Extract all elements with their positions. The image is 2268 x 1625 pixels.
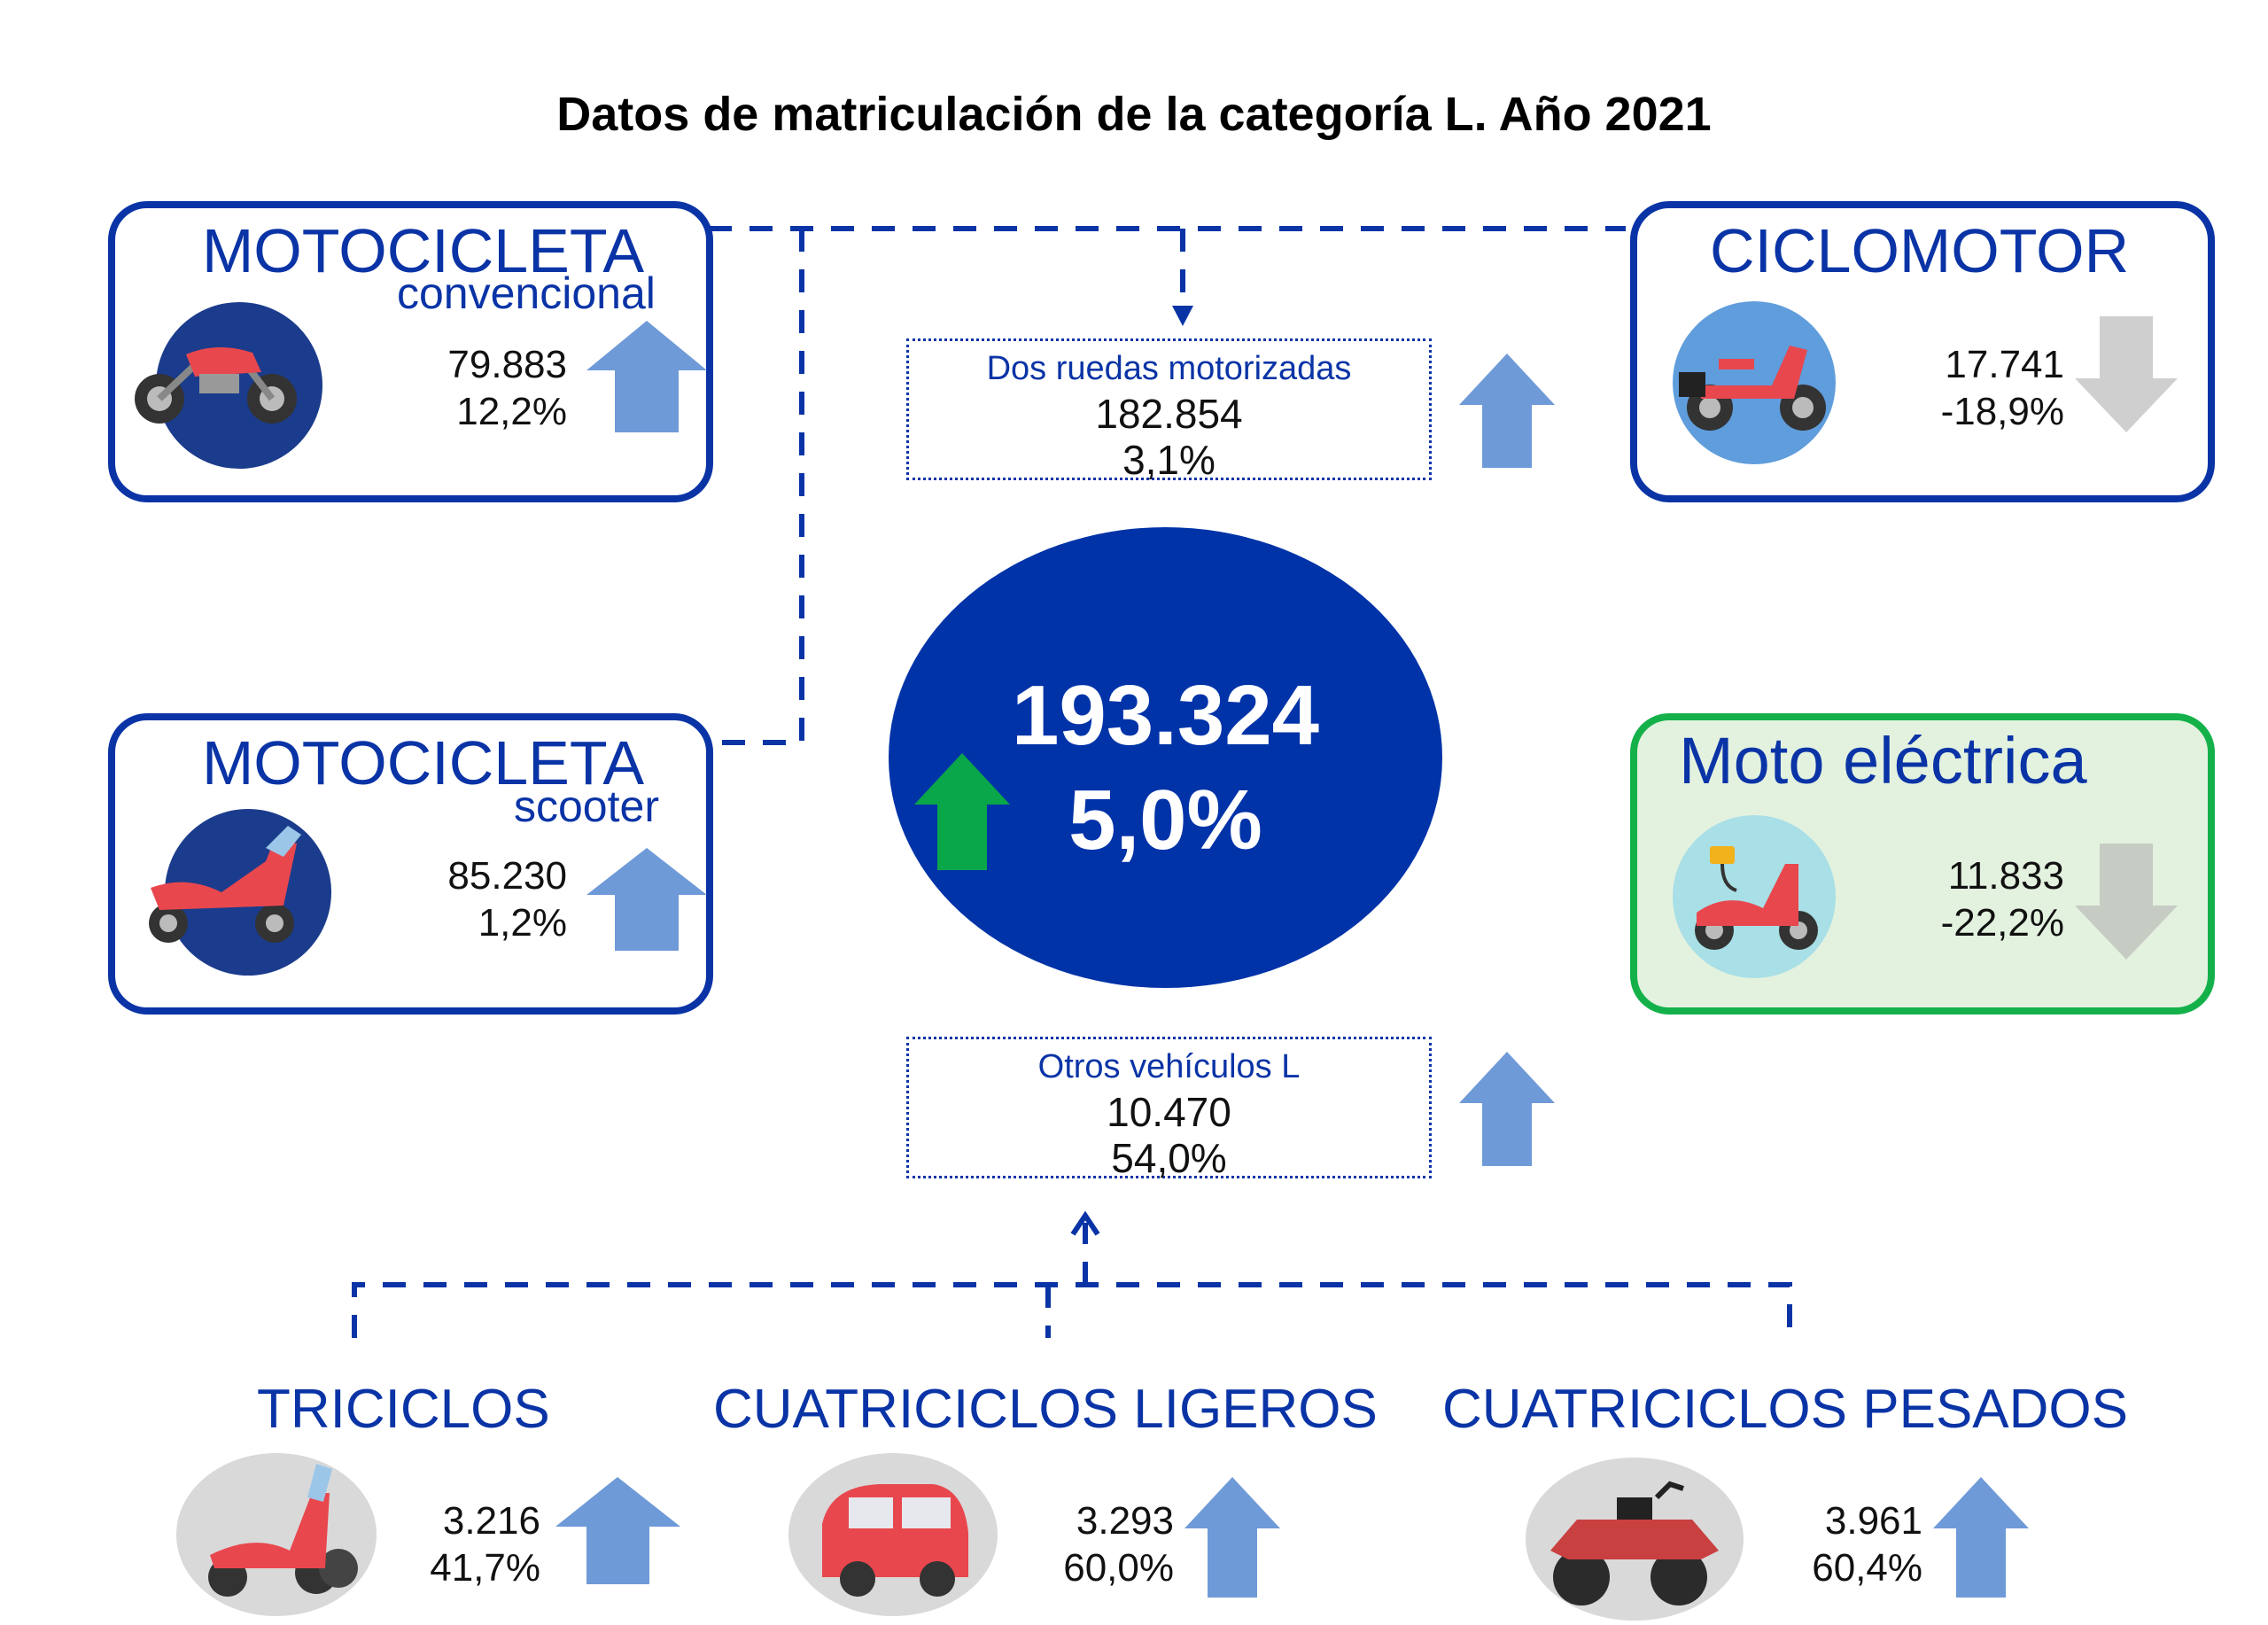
dos-ruedas-box: Dos ruedas motorizadas 182.854 3,1% [906, 338, 1432, 483]
moto-electrica-values: 11.833 -22,2% [1887, 852, 2064, 946]
dos-ruedas-change: 3,1% [1122, 437, 1216, 483]
triciclos-change: 41,7% [430, 1546, 540, 1590]
moto-electrica-title: Moto eléctrica [1679, 724, 2087, 797]
moto-electrica-change: -22,2% [1940, 901, 2064, 945]
otros-change: 54,0% [1111, 1135, 1227, 1181]
moto-electrica-value: 11.833 [1947, 854, 2064, 898]
quad-icon [1526, 1458, 1744, 1621]
down-arrow-icon [2075, 844, 2178, 960]
moto-scooter-title: MOTOCICLETA [202, 728, 645, 797]
total-value: 193.324 [1011, 668, 1319, 763]
cuatriciclos-pesados-title: CUATRICICLOS PESADOS [1442, 1379, 2129, 1440]
total-change: 5,0% [1068, 773, 1262, 867]
moto-convencional-title: MOTOCICLETA [202, 216, 645, 285]
moto-convencional-value: 79.883 [447, 343, 567, 386]
ciclomotor-title: CICLOMOTOR [1710, 216, 2130, 285]
moto-scooter-values: 85.230 1,2% [390, 852, 567, 946]
up-arrow-icon [555, 1477, 680, 1584]
electric-scooter-icon [1673, 815, 1836, 978]
cuatriciclos-ligeros-value: 3.293 [1076, 1499, 1174, 1543]
moto-scooter-change: 1,2% [478, 901, 567, 945]
cuatriciclos-pesados-value: 3.961 [1824, 1499, 1922, 1543]
ciclomotor-value: 17.741 [1945, 343, 2064, 386]
tricycle-icon [176, 1453, 377, 1616]
up-arrow-icon [914, 753, 1010, 870]
moto-scooter-value: 85.230 [447, 854, 567, 898]
scooter-icon [149, 809, 331, 976]
cuatriciclos-pesados-change: 60,4% [1812, 1546, 1922, 1590]
triciclos-values: 3.216 41,7% [363, 1497, 540, 1591]
page-title: Datos de matriculación de la categoría L… [556, 88, 1712, 141]
moto-scooter-subtitle: scooter [514, 781, 659, 831]
triciclos-value: 3.216 [442, 1499, 540, 1543]
total-ellipse [889, 527, 1442, 988]
up-arrow-icon [1459, 1052, 1555, 1166]
cuatriciclos-pesados-values: 3.961 60,4% [1745, 1497, 1922, 1591]
moped-icon [1673, 301, 1836, 464]
moto-convencional-subtitle: convencional [397, 268, 656, 318]
down-arrow-icon [2075, 316, 2178, 432]
up-arrow-icon [1933, 1477, 2029, 1598]
motorcycle-icon [135, 302, 322, 469]
dos-ruedas-label: Dos ruedas motorizadas [986, 350, 1352, 387]
otros-box: Otros vehículos L 10.470 54,0% [906, 1037, 1432, 1181]
triciclos-title: TRICICLOS [257, 1379, 550, 1440]
otros-label: Otros vehículos L [1037, 1048, 1301, 1085]
moto-convencional-change: 12,2% [456, 390, 567, 433]
up-arrow-icon [1184, 1477, 1280, 1598]
ciclomotor-change: -18,9% [1940, 390, 2064, 433]
dos-ruedas-value: 182.854 [1095, 391, 1243, 437]
cuatriciclos-ligeros-title: CUATRICICLOS LIGEROS [713, 1379, 1378, 1440]
otros-value: 10.470 [1107, 1089, 1231, 1135]
up-arrow-icon [1459, 354, 1555, 468]
cuatriciclos-ligeros-values: 3.293 60,0% [997, 1497, 1174, 1591]
up-arrow-icon [586, 848, 707, 951]
microcar-icon [788, 1453, 998, 1616]
ciclomotor-values: 17.741 -18,9% [1887, 341, 2064, 435]
up-arrow-icon [586, 321, 707, 432]
moto-convencional-values: 79.883 12,2% [390, 341, 567, 435]
cuatriciclos-ligeros-change: 60,0% [1063, 1546, 1174, 1590]
